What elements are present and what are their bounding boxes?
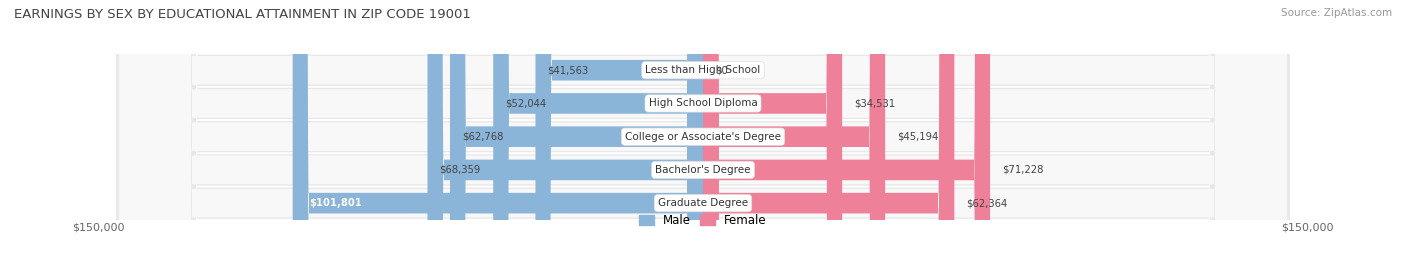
- FancyBboxPatch shape: [450, 0, 703, 268]
- Text: $52,044: $52,044: [505, 98, 547, 109]
- Text: Bachelor's Degree: Bachelor's Degree: [655, 165, 751, 175]
- Text: Source: ZipAtlas.com: Source: ZipAtlas.com: [1281, 8, 1392, 18]
- FancyBboxPatch shape: [117, 0, 1289, 268]
- Text: EARNINGS BY SEX BY EDUCATIONAL ATTAINMENT IN ZIP CODE 19001: EARNINGS BY SEX BY EDUCATIONAL ATTAINMEN…: [14, 8, 471, 21]
- Text: $101,801: $101,801: [309, 198, 361, 208]
- FancyBboxPatch shape: [427, 0, 703, 268]
- FancyBboxPatch shape: [703, 0, 990, 268]
- Text: Graduate Degree: Graduate Degree: [658, 198, 748, 208]
- FancyBboxPatch shape: [117, 0, 1289, 268]
- Text: $62,768: $62,768: [463, 132, 503, 142]
- FancyBboxPatch shape: [536, 0, 703, 268]
- FancyBboxPatch shape: [120, 0, 1286, 268]
- FancyBboxPatch shape: [703, 0, 955, 268]
- Text: $0: $0: [716, 65, 728, 75]
- FancyBboxPatch shape: [120, 0, 1286, 268]
- FancyBboxPatch shape: [117, 0, 1289, 268]
- Text: $62,364: $62,364: [966, 198, 1008, 208]
- FancyBboxPatch shape: [494, 0, 703, 268]
- Text: $68,359: $68,359: [440, 165, 481, 175]
- Text: $41,563: $41,563: [547, 65, 589, 75]
- Text: $71,228: $71,228: [1002, 165, 1043, 175]
- Text: $34,531: $34,531: [855, 98, 896, 109]
- Legend: Male, Female: Male, Female: [640, 214, 766, 227]
- Text: Less than High School: Less than High School: [645, 65, 761, 75]
- FancyBboxPatch shape: [292, 0, 703, 268]
- Text: High School Diploma: High School Diploma: [648, 98, 758, 109]
- FancyBboxPatch shape: [120, 0, 1286, 268]
- FancyBboxPatch shape: [703, 0, 842, 268]
- Text: $45,194: $45,194: [897, 132, 938, 142]
- FancyBboxPatch shape: [120, 0, 1286, 268]
- FancyBboxPatch shape: [120, 0, 1286, 268]
- FancyBboxPatch shape: [117, 0, 1289, 268]
- FancyBboxPatch shape: [703, 0, 886, 268]
- FancyBboxPatch shape: [117, 0, 1289, 268]
- Text: College or Associate's Degree: College or Associate's Degree: [626, 132, 780, 142]
